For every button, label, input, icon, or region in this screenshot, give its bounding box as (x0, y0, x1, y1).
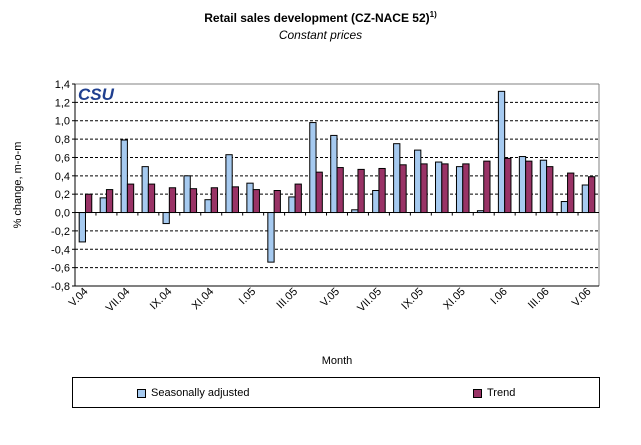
legend-item-seasonally-adjusted: Seasonally adjusted (137, 387, 249, 399)
x-tick-label: XI.05 (441, 286, 468, 313)
bar-seasonally-adjusted (120, 139, 128, 214)
y-tick-label: 0,4 (55, 171, 70, 183)
x-tick-label: IX.04 (148, 286, 175, 313)
bar-seasonally-adjusted (204, 199, 212, 214)
x-tick-label: V.06 (570, 286, 594, 310)
x-tick-label: IX.05 (399, 286, 426, 313)
x-tick-label: VII.05 (355, 286, 384, 315)
bar-trend (147, 183, 156, 214)
bar-trend (315, 171, 323, 214)
y-tick-label: 0,8 (55, 134, 70, 146)
x-tick-label: V.05 (318, 286, 342, 310)
bar-trend (378, 167, 386, 214)
bar-seasonally-adjusted (288, 196, 296, 214)
bar-trend (294, 183, 302, 214)
bar-trend (84, 193, 93, 214)
bar-seasonally-adjusted (330, 134, 338, 214)
x-tick-label: I.06 (488, 286, 509, 307)
bar-trend (168, 187, 177, 214)
x-tick-label: I.05 (237, 286, 258, 307)
bar-seasonally-adjusted (267, 212, 275, 263)
y-tick-label: 1,0 (55, 116, 70, 128)
bar-seasonally-adjusted (393, 143, 401, 214)
bar-trend (441, 163, 449, 214)
bar-seasonally-adjusted (183, 175, 191, 214)
legend-label: Seasonally adjusted (151, 387, 250, 399)
legend-swatch (473, 388, 482, 398)
title-text: Retail sales development (CZ-NACE 52) (204, 11, 430, 25)
bar-seasonally-adjusted (581, 184, 590, 214)
y-tick-label: 0,0 (55, 208, 70, 220)
bar-seasonally-adjusted (141, 166, 149, 214)
bar-trend (336, 167, 344, 214)
bar-seasonally-adjusted (497, 90, 506, 214)
chart-subtitle: Constant prices (278, 28, 363, 42)
bar-trend (567, 172, 575, 214)
bar-trend (483, 160, 491, 214)
bar-trend (546, 166, 554, 214)
bar-seasonally-adjusted (162, 212, 170, 225)
bar-trend (231, 186, 239, 214)
bar-seasonally-adjusted (539, 159, 548, 214)
bar-seasonally-adjusted (99, 197, 107, 214)
y-tick-label: -0,6 (51, 263, 70, 275)
y-tick-label: -0,2 (51, 226, 70, 238)
bar-seasonally-adjusted (351, 209, 359, 214)
y-tick-label: 0,2 (55, 189, 70, 201)
title-footnote: 1) (429, 10, 437, 19)
legend-swatch (137, 388, 146, 398)
bar-trend (210, 187, 219, 214)
bar-trend (252, 189, 260, 214)
y-axis-label: % change, m-o-m (12, 142, 24, 229)
csu-logo: CSU (78, 85, 115, 104)
bar-seasonally-adjusted (435, 161, 443, 214)
y-tick-label: 1,4 (55, 79, 70, 91)
bar-seasonally-adjusted (476, 210, 485, 214)
x-tick-label: XI.04 (190, 286, 217, 313)
bar-seasonally-adjusted (518, 156, 527, 214)
bar-trend (105, 189, 114, 214)
y-tick-label: -0,8 (51, 281, 70, 293)
bar-seasonally-adjusted (414, 149, 422, 214)
bar-trend (420, 163, 428, 214)
x-tick-label: V.04 (67, 286, 91, 310)
bar-seasonally-adjusted (560, 201, 569, 214)
legend: Seasonally adjusted Trend (72, 377, 600, 408)
x-axis-label: Month (322, 355, 353, 367)
y-tick-label: -0,4 (51, 244, 70, 256)
bar-seasonally-adjusted (225, 154, 233, 214)
bar-trend (126, 183, 135, 214)
bar-trend (525, 160, 533, 214)
x-tick-label: VII.04 (104, 286, 133, 315)
legend-item-trend: Trend (473, 387, 515, 399)
chart-title: Retail sales development (CZ-NACE 52)1) (0, 10, 641, 25)
bar-trend (273, 190, 281, 214)
bar-trend (357, 168, 365, 214)
bar-trend (462, 163, 470, 214)
bar-seasonally-adjusted (309, 122, 317, 214)
legend-label: Trend (487, 387, 516, 399)
bar-trend (189, 188, 198, 214)
bar-trend (399, 164, 407, 214)
bar-seasonally-adjusted (455, 166, 464, 214)
bar-trend (504, 157, 512, 214)
bar-seasonally-adjusted (246, 182, 254, 214)
bar-seasonally-adjusted (372, 190, 380, 214)
y-tick-label: 1,2 (55, 97, 70, 109)
x-tick-label: III.06 (526, 286, 552, 312)
x-tick-label: III.05 (274, 286, 300, 312)
bar-trend (588, 176, 596, 214)
bar-seasonally-adjusted (78, 212, 86, 243)
y-tick-label: 0,6 (55, 152, 70, 164)
